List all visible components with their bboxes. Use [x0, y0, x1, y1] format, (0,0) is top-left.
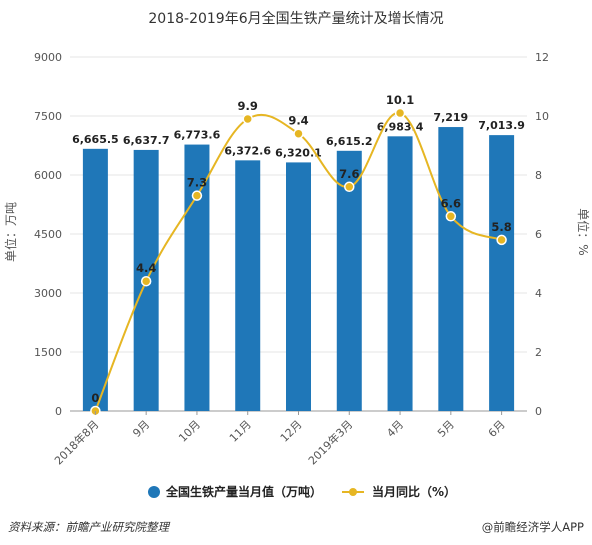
bar: [489, 135, 515, 411]
x-tick-label: 4月: [384, 418, 406, 440]
right-tick-label: 8: [535, 169, 542, 182]
legend-bar-swatch: [148, 486, 160, 498]
left-axis-title: 单位：万吨: [3, 202, 18, 262]
bar: [184, 144, 210, 412]
x-tick-label: 9月: [130, 418, 152, 440]
bar-value-labels: 6,665.5 6,637.7 6,773.66,372.6 6,320.1 6,615…: [72, 111, 525, 159]
bar-value-label: 6,637.7: [123, 134, 170, 147]
line-value-label: 10.1: [386, 93, 414, 107]
line-point: [293, 128, 304, 139]
line-value-label: 0: [91, 391, 99, 405]
x-axis-ticks: 2018年8月 9月 10月 11月 12月 2019年3月 4月 5月 6月: [51, 411, 508, 467]
line-value-label: 9.4: [288, 114, 308, 128]
chart-title: 2018-2019年6月全国生铁产量统计及增长情况: [148, 11, 444, 27]
x-tick-label: 5月: [435, 418, 457, 440]
right-tick-label: 12: [535, 51, 549, 64]
bar-value-label: 6,372.6: [224, 144, 271, 157]
bar: [286, 162, 311, 411]
legend-line-marker: [349, 488, 357, 496]
line-point: [242, 113, 253, 125]
line-point: [394, 107, 406, 119]
x-tick-label: 11月: [227, 418, 254, 445]
right-tick-label: 0: [535, 405, 542, 418]
bar-value-label: 7,013.9: [478, 119, 525, 132]
x-tick-label: 2019年3月: [305, 417, 355, 467]
right-tick-label: 6: [535, 228, 542, 241]
right-axis-ticks: 0 2 4 6 8 10 12: [535, 51, 549, 418]
right-axis-title: 单位：%: [576, 208, 591, 255]
line-value-label: 7.3: [187, 176, 207, 190]
bar-value-label: 6,773.6: [174, 129, 221, 142]
left-tick-label: 4500: [34, 228, 62, 241]
brand-note: @前瞻经济学人APP: [481, 520, 584, 534]
legend-bar-label: 全国生铁产量当月值（万吨）: [165, 484, 322, 499]
line-value-label: 6.6: [441, 196, 461, 210]
bar: [82, 148, 108, 411]
line-value-label: 4.4: [136, 261, 156, 275]
line-point: [140, 275, 152, 287]
line-point: [344, 181, 355, 193]
line-value-labels: 0 4.4 7.3 9.9 9.4 7.6 10.1 6.6 5.8: [91, 93, 511, 405]
line-point: [496, 234, 507, 246]
left-axis-ticks: 0 1500 3000 4500 6000 7500 9000: [34, 51, 62, 418]
x-tick-label: 10月: [176, 418, 203, 445]
bar: [438, 127, 464, 411]
left-tick-label: 0: [55, 405, 62, 418]
bar-value-label: 6,983.4: [377, 120, 424, 133]
line-series: [90, 107, 507, 417]
line-point: [191, 190, 203, 201]
left-tick-label: 9000: [34, 51, 62, 64]
right-tick-label: 10: [535, 110, 549, 123]
line-point: [445, 211, 457, 222]
bar-value-label: 6,665.5: [72, 133, 119, 146]
left-tick-label: 7500: [34, 110, 62, 123]
x-tick-label: 12月: [278, 418, 305, 445]
bar: [336, 150, 362, 412]
line-value-label: 5.8: [491, 220, 511, 234]
legend: 全国生铁产量当月值（万吨） 当月同比（%）: [148, 484, 456, 499]
left-tick-label: 1500: [34, 346, 62, 359]
bar: [387, 136, 413, 412]
bar-value-label: 6,615.2: [326, 135, 373, 148]
x-tick-label: 6月: [486, 418, 508, 440]
line-value-label: 9.9: [238, 99, 258, 113]
right-tick-label: 4: [535, 287, 542, 300]
legend-line-label: 当月同比（%）: [372, 484, 456, 499]
right-tick-label: 2: [535, 346, 542, 359]
bar-value-label: 7,219: [433, 111, 468, 124]
source-note: 资料来源：前瞻产业研究院整理: [8, 520, 169, 534]
bar-series: [82, 127, 515, 412]
x-tick-label: 2018年8月: [51, 417, 101, 467]
left-tick-label: 3000: [34, 287, 62, 300]
left-tick-label: 6000: [34, 169, 62, 182]
bar: [235, 160, 261, 411]
bar-value-label: 6,320.1: [275, 146, 322, 159]
line-value-label: 7.6: [339, 167, 359, 181]
